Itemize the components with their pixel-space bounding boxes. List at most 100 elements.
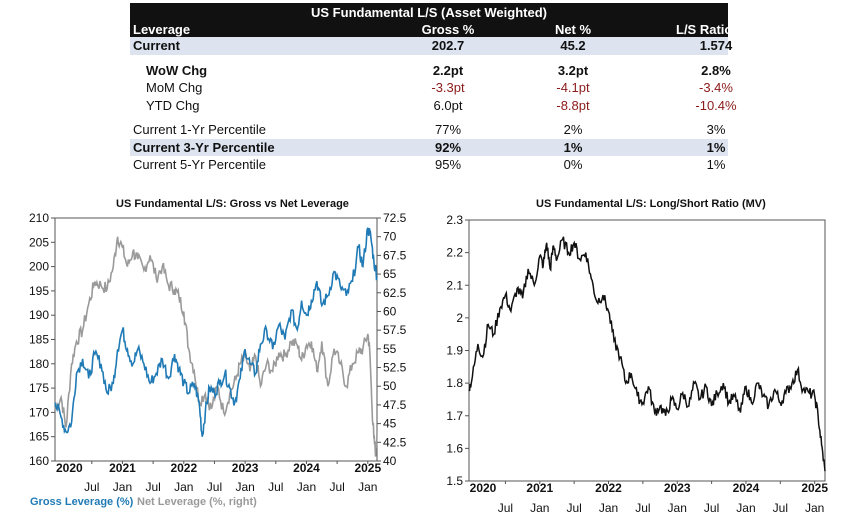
- net-value: 0%: [563, 157, 583, 172]
- left-month-label: Jul: [268, 480, 283, 494]
- legend-net-label: Net Leverage (%, right): [137, 496, 257, 508]
- gross-value: 77%: [434, 122, 462, 137]
- left-y-tick-label: 175: [29, 381, 49, 395]
- ratio-y-tick-label: 1.8: [446, 376, 463, 390]
- row-label: MoM Chg: [146, 80, 203, 95]
- header-gross: Gross %: [421, 22, 475, 37]
- ratio-y-tick-label: 2.3: [446, 213, 463, 227]
- ratio-value: 1%: [706, 139, 726, 155]
- right-y-tick-label: 55: [383, 342, 397, 356]
- left-chart-title: US Fundamental L/S: Gross vs Net Leverag…: [116, 198, 349, 210]
- right-plot-frame: [468, 219, 826, 482]
- net-value: 3.2pt: [557, 62, 589, 78]
- left-y-tick-label: 195: [29, 284, 49, 298]
- left-year-label: 2020: [56, 461, 83, 475]
- left-y-tick-label: 185: [29, 333, 49, 347]
- ratio-year-label: 2020: [470, 481, 497, 495]
- table-row-1yr: Current 1-Yr Percentile 77% 2% 3%: [130, 121, 728, 139]
- ratio-value: 1%: [706, 157, 726, 172]
- net-value: 2%: [563, 122, 583, 137]
- gross-value: 2.2pt: [432, 62, 464, 78]
- right-y-tick-label: 62.5: [383, 286, 407, 300]
- ratio-y-tick-label: 2: [456, 311, 463, 325]
- left-y-tick-label: 180: [29, 357, 49, 371]
- left-month-label: Jan: [174, 480, 193, 494]
- gross-value: 6.0pt: [433, 97, 463, 113]
- legend-gross-label: Gross Leverage (%): [30, 496, 134, 508]
- left-month-label: Jan: [113, 480, 132, 494]
- row-label: Current 5-Yr Percentile: [133, 157, 266, 172]
- left-plot-frame: [54, 217, 378, 462]
- right-y-tick-label: 47.5: [383, 398, 407, 412]
- left-year-label: 2021: [109, 461, 136, 475]
- ratio-year-label: 2025: [801, 481, 828, 495]
- left-y-tick-label: 200: [29, 260, 49, 274]
- ratio-value: 3%: [706, 122, 726, 137]
- left-y-tick-label: 205: [29, 235, 49, 249]
- table-row-5yr: Current 5-Yr Percentile 95% 0% 1%: [130, 156, 728, 174]
- ratio-month-label: Jan: [805, 501, 824, 515]
- left-year-label: 2022: [170, 461, 197, 475]
- table-row-mom: MoM Chg -3.3pt -4.1pt -3.4%: [130, 79, 733, 97]
- ratio-month-label: Jul: [635, 501, 650, 515]
- header-net: Net %: [554, 22, 592, 37]
- right-y-tick-label: 57.5: [383, 323, 407, 337]
- left-month-label: Jan: [235, 480, 254, 494]
- ratio-year-label: 2023: [664, 481, 691, 495]
- ratio-y-tick-label: 1.5: [446, 474, 463, 488]
- left-y-tick-label: 170: [29, 405, 49, 419]
- ratio-y-tick-label: 1.9: [446, 344, 463, 358]
- table-row-3yr: Current 3-Yr Percentile 92% 1% 1%: [130, 138, 728, 156]
- ratio-year-label: 2024: [733, 481, 760, 495]
- net-leverage-line: [54, 236, 378, 457]
- left-month-label: Jul: [84, 480, 99, 494]
- right-chart-title: US Fundamental L/S: Long/Short Ratio (MV…: [536, 198, 766, 210]
- ratio-month-label: Jan: [668, 501, 687, 515]
- row-label: Current 3-Yr Percentile: [133, 139, 275, 155]
- ratio-value: 2.8%: [701, 62, 731, 78]
- ratio-value: -3.4%: [699, 80, 733, 95]
- ratio-y-tick-label: 2.2: [446, 246, 463, 260]
- right-y-tick-label: 40: [383, 454, 397, 468]
- right-y-tick-label: 50: [383, 379, 397, 393]
- right-y-tick-label: 45: [383, 417, 397, 431]
- ratio-month-label: Jan: [736, 501, 755, 515]
- left-y-tick-label: 190: [29, 308, 49, 322]
- ratio-y-tick-label: 2.1: [446, 278, 463, 292]
- ratio-y-tick-label: 1.7: [446, 409, 463, 423]
- ratio-year-label: 2022: [595, 481, 622, 495]
- left-month-label: Jan: [358, 480, 377, 494]
- gross-value: -3.3pt: [431, 80, 465, 95]
- table-row-current: Current 202.7 45.2 1.574: [130, 37, 732, 55]
- ratio-month-label: Jul: [773, 501, 788, 515]
- leverage-table: US Fundamental L/S (Asset Weighted) Leve…: [130, 3, 764, 174]
- row-label: Current 1-Yr Percentile: [133, 122, 266, 137]
- left-month-label: Jan: [297, 480, 316, 494]
- right-y-tick-label: 52.5: [383, 361, 407, 375]
- left-month-label: Jul: [207, 480, 222, 494]
- right-y-tick-label: 70: [383, 230, 397, 244]
- long-short-ratio-line: [468, 236, 826, 472]
- left-y-tick-label: 160: [29, 454, 49, 468]
- right-y-tick-label: 65: [383, 267, 397, 281]
- ratio-month-label: Jan: [599, 501, 618, 515]
- net-value: 1%: [563, 139, 583, 155]
- left-month-label: Jul: [329, 480, 344, 494]
- row-label: Current: [133, 38, 180, 53]
- table-row-ytd: YTD Chg 6.0pt -8.8pt -10.4%: [130, 97, 737, 115]
- right-y-tick-label: 72.5: [383, 211, 407, 225]
- gross-leverage-line: [54, 227, 378, 437]
- net-value: -4.1pt: [556, 80, 590, 95]
- ratio-year-label: 2021: [526, 481, 553, 495]
- header-leverage: Leverage: [133, 22, 191, 37]
- left-year-label: 2025: [354, 461, 381, 475]
- net-value: 45.2: [560, 38, 586, 53]
- legend-net: Net Leverage (%, right): [137, 496, 257, 508]
- left-y-tick-label: 165: [29, 430, 49, 444]
- right-y-tick-label: 67.5: [383, 248, 407, 262]
- gross-value: 95%: [434, 157, 462, 172]
- table-row-wow: WoW Chg 2.2pt 3.2pt 2.8%: [130, 62, 731, 80]
- ratio-value: 1.574: [699, 38, 733, 53]
- net-value: -8.8pt: [556, 97, 590, 113]
